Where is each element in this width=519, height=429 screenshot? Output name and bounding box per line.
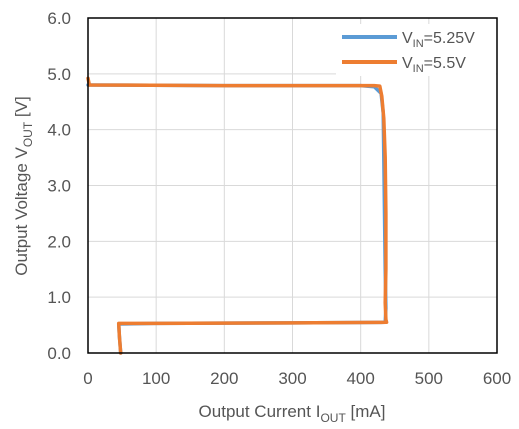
legend-label-series-2: VIN=5.5V <box>402 55 466 75</box>
legend-1-sub: IN <box>413 38 424 50</box>
y-tick-label: 6.0 <box>47 9 71 28</box>
x-tick-label: 0 <box>83 369 92 388</box>
y-axis-title-sub: OUT <box>21 121 35 147</box>
x-axis-title: Output Current IOUT [mA] <box>199 402 386 425</box>
x-axis-title-sub: OUT <box>320 411 346 425</box>
x-tick-label: 300 <box>278 369 306 388</box>
legend-2-prefix: V <box>402 55 413 72</box>
legend: VIN=5.25V VIN=5.5V <box>336 24 496 76</box>
series-group <box>86 76 389 355</box>
x-tick-label: 400 <box>346 369 374 388</box>
x-tick-label: 600 <box>483 369 511 388</box>
y-tick-label: 4.0 <box>47 121 71 140</box>
y-tick-label: 2.0 <box>47 232 71 251</box>
y-axis-title-unit: [V] <box>12 96 31 122</box>
x-tick-label: 200 <box>210 369 238 388</box>
plot-border <box>87 17 498 354</box>
y-tick-label: 3.0 <box>47 177 71 196</box>
y-tick-label: 0.0 <box>47 344 71 363</box>
x-axis-title-unit: [mA] <box>346 402 386 421</box>
legend-background <box>336 24 496 76</box>
y-tick-labels: 0.0 1.0 2.0 3.0 4.0 5.0 6.0 <box>47 9 71 363</box>
y-tick-label: 1.0 <box>47 288 71 307</box>
x-tick-label: 100 <box>142 369 170 388</box>
legend-1-suffix: =5.25V <box>424 30 475 47</box>
legend-2-suffix: =5.5V <box>424 55 467 72</box>
legend-1-prefix: V <box>402 30 413 47</box>
x-tick-label: 500 <box>415 369 443 388</box>
legend-2-sub: IN <box>413 63 424 75</box>
series-line-1 <box>86 83 388 355</box>
y-axis-title-main: Output Voltage V <box>12 147 31 276</box>
x-tick-labels: 0 100 200 300 400 500 600 <box>83 369 511 388</box>
series-line-2 <box>86 76 389 355</box>
y-tick-label: 5.0 <box>47 65 71 84</box>
legend-label-series-1: VIN=5.25V <box>402 30 475 50</box>
y-axis-title: Output Voltage VOUT [V] <box>12 96 35 275</box>
x-axis-title-main: Output Current I <box>199 402 321 421</box>
